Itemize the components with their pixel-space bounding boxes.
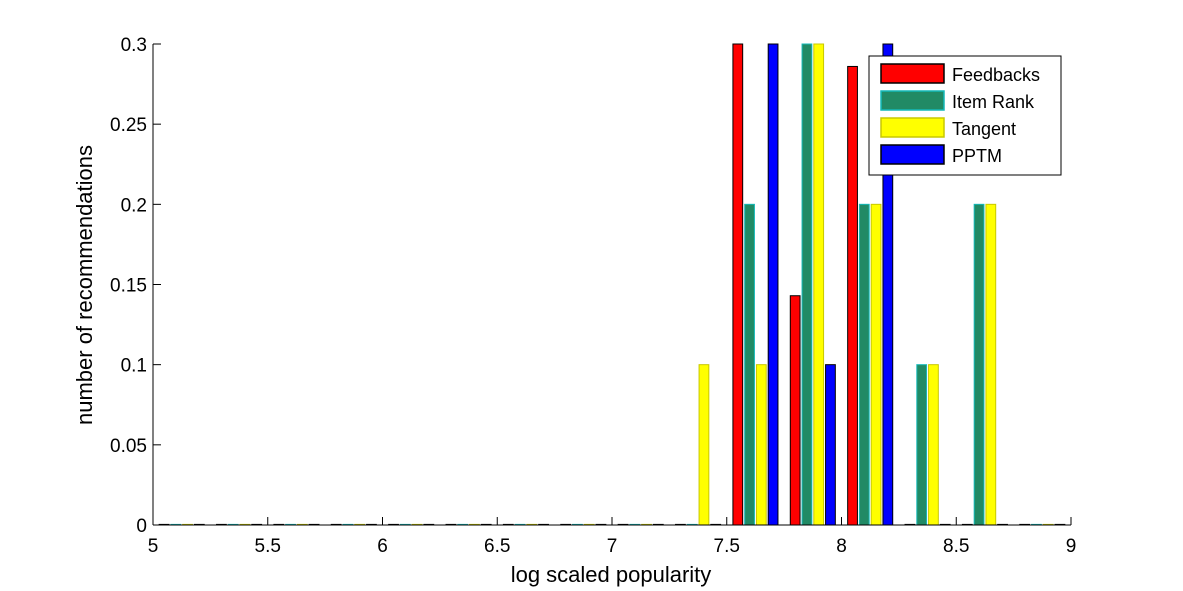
- legend-swatch-pptm: [880, 144, 945, 165]
- bar-tangent-12: [870, 203, 882, 526]
- bars-layer: [158, 43, 1066, 526]
- bar-item-rank-12: [858, 203, 870, 526]
- axes-layer: 5 5.5 6 6.5 7 7.5 8 8.5 9 0 0.05 0.1 0.15 0.2 0.25 0.3: [110, 35, 1076, 557]
- bar-item-rank-14: [973, 203, 985, 526]
- bar-item-rank-11: [801, 43, 813, 526]
- y-tick-label: 0.2: [121, 195, 147, 216]
- bar-tangent-9: [698, 364, 710, 526]
- x-tick-label: 6: [377, 536, 388, 557]
- y-tick-label: 0: [136, 516, 147, 537]
- y-tick-label: 0.3: [121, 35, 147, 56]
- x-tick-label: 7.5: [714, 536, 740, 557]
- legend-swatch-item-rank: [880, 90, 945, 111]
- y-tick-label: 0.05: [110, 436, 147, 457]
- legend-label-pptm: PPTM: [952, 146, 1002, 166]
- y-tick-label: 0.25: [110, 115, 147, 136]
- legend-swatch-tangent: [880, 117, 945, 138]
- y-axis-label: number of recommendations: [72, 145, 97, 425]
- bar-pptm-11: [825, 364, 836, 526]
- legend: Feedbacks Item Rank Tangent PPTM: [868, 55, 1062, 176]
- bar-tangent-11: [813, 43, 825, 526]
- bar-pptm-10: [767, 43, 779, 526]
- x-tick-label: 5.5: [255, 536, 281, 557]
- bar-tangent-10: [755, 364, 767, 526]
- bar-tangent-13: [928, 364, 939, 526]
- legend-swatch-feedbacks: [880, 63, 945, 84]
- x-axis-label: log scaled popularity: [511, 562, 712, 587]
- x-tick-label: 5: [148, 536, 159, 557]
- bar-feedbacks-10: [732, 43, 744, 526]
- y-tick-label: 0.15: [110, 276, 147, 297]
- x-tick-label: 8: [836, 536, 847, 557]
- y-tick-label: 0.1: [121, 356, 147, 377]
- legend-label-feedbacks: Feedbacks: [952, 65, 1040, 85]
- legend-label-item-rank: Item Rank: [952, 92, 1035, 112]
- x-tick-label: 8.5: [943, 536, 969, 557]
- bar-feedbacks-11: [789, 295, 801, 526]
- bar-item-rank-13: [916, 364, 928, 526]
- bar-feedbacks-12: [847, 65, 858, 526]
- x-tick-label: 7: [607, 536, 618, 557]
- legend-label-tangent: Tangent: [952, 119, 1016, 139]
- bar-item-rank-10: [744, 203, 755, 526]
- bar-tangent-14: [985, 203, 997, 526]
- x-tick-label: 9: [1066, 536, 1077, 557]
- x-tick-label: 6.5: [484, 536, 510, 557]
